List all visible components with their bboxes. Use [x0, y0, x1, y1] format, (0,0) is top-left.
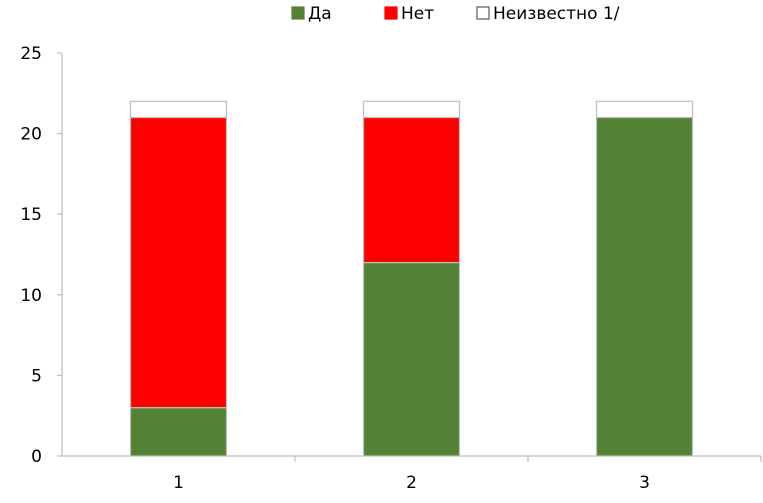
bar-segment-unknown [595, 100, 694, 119]
bar-segment-da [362, 261, 461, 457]
legend-label: Неизвестно 1/ [493, 4, 620, 24]
legend-label: Нет [401, 4, 434, 24]
legend-swatch [476, 6, 490, 20]
y-tick-label: 25 [20, 44, 42, 64]
legend-swatch [291, 6, 305, 20]
x-tick-label: 1 [173, 473, 184, 493]
bar-segment-da [129, 407, 228, 457]
x-tick-label: 2 [406, 473, 417, 493]
x-tick-label: 3 [639, 473, 650, 493]
y-tick-label: 15 [20, 205, 42, 225]
legend-label: Да [308, 4, 332, 24]
bar-segment-unknown [129, 100, 228, 119]
y-tick-label: 10 [20, 286, 42, 306]
y-tick-label: 20 [20, 125, 42, 145]
y-tick-label: 0 [31, 447, 42, 467]
legend-swatch [384, 6, 398, 20]
bar-segment-unknown [362, 100, 461, 119]
bar-segment-net [129, 116, 228, 409]
bar-segment-da [595, 116, 694, 457]
bar-segment-net [362, 116, 461, 264]
y-tick-label: 5 [31, 366, 42, 386]
bars [129, 100, 694, 457]
legend: Да Нет Неизвестно 1/ [291, 4, 620, 24]
